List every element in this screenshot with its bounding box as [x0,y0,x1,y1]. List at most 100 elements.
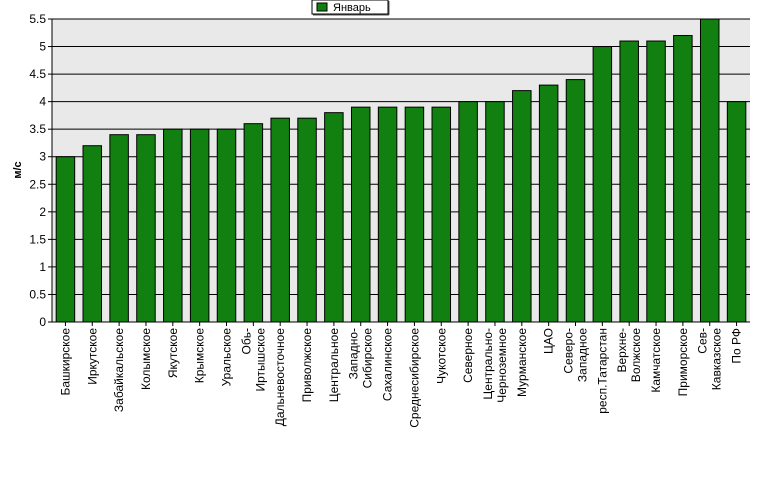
category-label: Центрально- Черноземное [481,328,509,403]
category-label-line: ЦАО [542,328,556,354]
y-tick-label: 4 [39,95,46,109]
x-tick-labels: Башкирское Иркутское Забайкальское Колымско… [58,328,743,428]
category-label-line: Якутское [166,328,180,378]
category-label: Иркутское [85,328,99,385]
category-label-line: Сев- [696,328,710,354]
category-label-line: По РФ [730,328,744,364]
category-label-line: Центрально- [481,328,495,400]
category-label: Сев- Кавказское [696,328,724,391]
category-label: Колымское [139,328,153,390]
category-label-line: Колымское [139,328,153,390]
category-label: Западно- Сибирское [347,328,375,389]
bar [404,106,425,323]
bar [512,90,532,323]
bar [592,46,613,323]
bar [377,106,398,323]
bar [673,35,693,323]
category-label-line: Сибирское [361,328,375,389]
category-label: Камчатское [649,328,663,393]
category-label-line: Иркутское [85,328,99,385]
category-label-line: Приволжское [300,328,314,403]
category-label-line: респ.Татарстан [595,328,609,414]
category-label: Уральское [220,328,234,387]
category-label-line: Дальневосточное [273,328,287,427]
category-label: Сахалинское [381,328,395,401]
y-tick-labels: 0 0.5 1 1.5 2 2.5 3 3.5 4 4.5 5 5.5 [29,12,46,329]
bar [458,101,478,323]
bar [485,101,505,323]
category-label-line: Приморское [676,328,690,397]
category-label-line: Черноземное [495,328,509,403]
category-label-line: Сахалинское [381,328,395,401]
y-tick-label: 0.5 [29,287,46,301]
category-label-line: Северное [461,328,475,383]
y-tick-label: 3.5 [29,122,46,136]
bar [109,134,129,323]
category-label-line: Западно- [347,328,361,379]
category-label-line: Уральское [220,328,234,387]
legend: Январь [311,0,390,16]
y-tick-label: 1 [39,260,46,274]
category-label: Приморское [676,328,690,397]
bar [163,128,183,323]
y-tick-label: 0 [39,315,46,329]
category-label-line: Западное [576,328,590,382]
y-tick-label: 5 [39,40,46,54]
category-label: Верхне- Волжское [615,328,643,383]
bar [216,128,237,323]
category-label-line: Кавказское [710,328,724,391]
category-label: Дальневосточное [273,328,287,427]
bar [350,106,371,323]
category-label: Башкирское [58,328,72,396]
y-tick-label: 1.5 [29,232,46,246]
category-label: респ.Татарстан [595,328,609,414]
category-label-line: Камчатское [649,328,663,393]
category-label-line: Верхне- [615,328,629,373]
category-label-line: Чукотское [434,328,448,384]
category-label: Северное [461,328,475,383]
category-label: Приволжское [300,328,314,403]
category-label: Мурманское [515,328,529,397]
category-label-line: Мурманское [515,328,529,397]
bar [55,156,76,323]
legend-label: Январь [333,2,371,14]
legend-box [311,0,389,15]
bar [538,84,559,323]
bar [82,145,103,323]
y-tick-label: 2.5 [29,177,46,191]
bar [619,40,639,323]
y-axis-label: м/с [12,161,24,178]
bar [189,128,210,323]
category-label: Чукотское [434,328,448,384]
category-label-line: Волжское [629,328,643,383]
bar [726,101,747,323]
bar [324,112,344,323]
category-label: Среднесибирское [407,328,421,428]
category-label-line: Иртышское [253,328,267,392]
y-tick-label: 4.5 [29,67,46,81]
bar [136,134,156,323]
bar [565,79,586,323]
category-label-line: Забайкальское [112,328,126,412]
category-label-line: Северо- [562,328,576,374]
bar [297,117,317,323]
category-label: По РФ [730,328,744,364]
legend-swatch [316,2,328,12]
bar [431,106,452,323]
bar [270,117,290,323]
category-label-line: Обь- [239,328,253,354]
bar [243,123,264,323]
category-label: Забайкальское [112,328,126,412]
category-label: Якутское [166,328,180,378]
y-tick-label: 5.5 [29,12,46,26]
category-label: Обь- Иртышское [239,328,267,392]
y-tick-label: 2 [39,205,46,219]
y-tick-label: 3 [39,150,46,164]
category-label: Крымское [193,328,207,384]
bar [699,18,720,323]
category-label-line: Среднесибирское [407,328,421,428]
bar [646,40,666,323]
category-label-line: Центральное [327,328,341,403]
category-label: Центральное [327,328,341,403]
